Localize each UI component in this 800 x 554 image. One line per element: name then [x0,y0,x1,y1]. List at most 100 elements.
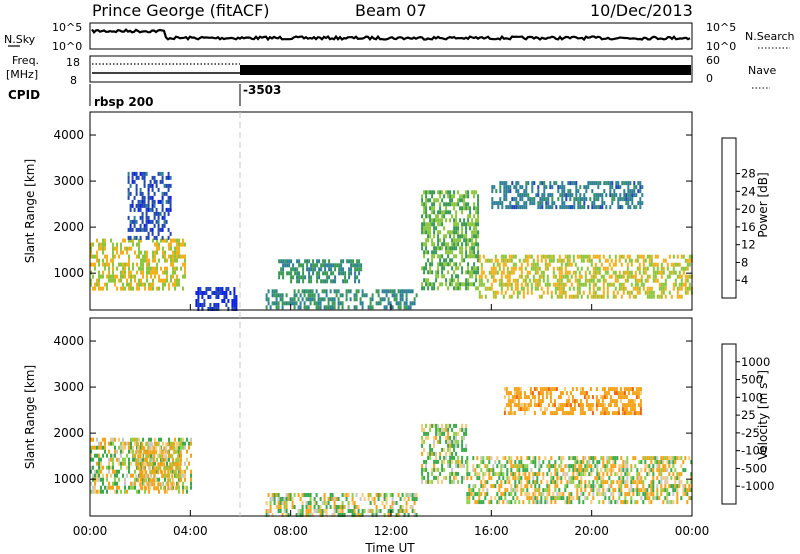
heatmap-cell [480,456,483,461]
heatmap-cell [116,473,118,478]
heatmap-cell [601,403,604,408]
heatmap-cell [548,464,551,469]
heatmap-cell [620,480,623,485]
heatmap-cell [538,282,541,287]
velocity-colorbar-label-close: ] [756,370,770,375]
heatmap-cell [578,472,581,477]
heatmap-cell [484,258,487,263]
heatmap-cell [166,258,168,263]
heatmap-cell [522,258,525,263]
heatmap-cell [506,278,509,283]
heatmap-cell [120,465,122,470]
heatmap-cell [139,207,142,212]
heatmap-cell [633,399,636,404]
heatmap-cell [151,183,154,188]
heatmap-cell [604,496,607,501]
heatmap-cell [233,307,236,311]
heatmap-cell [549,193,552,198]
heatmap-region [90,238,186,291]
heatmap-cell [353,297,356,302]
heatmap-cell [355,293,358,298]
heatmap-cell [582,472,585,477]
heatmap-cell [120,274,122,279]
heatmap-cell [147,446,150,451]
heatmap-cell [513,197,516,202]
heatmap-cell [484,274,487,279]
heatmap-cell [423,218,426,223]
heatmap-cell [529,387,532,392]
heatmap-cell [453,423,456,428]
heatmap-cell [571,411,574,416]
heatmap-cell [490,500,493,505]
heatmap-cell [519,197,522,202]
heatmap-cell [106,485,108,490]
heatmap-cell [477,230,480,235]
heatmap-cell [146,258,148,263]
heatmap-cell [140,262,142,267]
heatmap-cell [648,472,651,477]
heatmap-cell [619,395,622,400]
heatmap-cell [508,492,511,497]
heatmap-cell [143,482,146,487]
heatmap-cell [301,509,304,513]
heatmap-cell [537,189,540,194]
heatmap-cell [443,262,446,267]
heatmap-cell [281,513,284,517]
heatmap-cell [550,464,553,469]
heatmap-cell [298,271,301,276]
heatmap-cell [381,289,384,294]
heatmap-cell [391,505,394,509]
heatmap-cell [518,468,521,473]
heatmap-cell [182,242,184,247]
heatmap-cell [94,453,96,458]
heatmap-cell [494,266,497,271]
heatmap-cell [629,189,632,194]
heatmap-cell [205,291,208,295]
heatmap-cell [514,460,517,465]
heatmap-cell [154,441,156,446]
heatmap-cell [221,299,224,303]
heatmap-cell [429,190,432,195]
heatmap-cell [475,254,478,259]
heatmap-cell [650,488,653,493]
heatmap-cell [534,500,537,505]
heatmap-cell [644,456,647,461]
heatmap-cell [600,274,603,279]
colorbar-tick-label: 100 [741,390,763,404]
heatmap-cell [646,472,649,477]
heatmap-cell [617,411,620,416]
heatmap-cell [494,294,497,299]
heatmap-cell [304,275,307,280]
heatmap-cell [457,278,460,283]
heatmap-cell [355,513,358,517]
heatmap-cell [156,250,158,255]
heatmap-cell [447,435,450,440]
heatmap-cell [435,431,438,436]
heatmap-cell [431,254,434,259]
heatmap-cell [632,488,635,493]
heatmap-cell [574,294,577,299]
heatmap-cell [427,475,430,480]
heatmap-cell [439,222,442,227]
nave-tick-top: 60 [706,54,720,67]
heatmap-cell [580,484,583,489]
heatmap-cell [553,387,556,392]
heatmap-cell [178,278,180,283]
heatmap-cell [490,468,493,473]
heatmap-cell [631,411,634,416]
heatmap-cell [152,286,154,291]
heatmap-cell [523,403,526,408]
heatmap-cell [385,305,388,310]
heatmap-cell [509,403,512,408]
heatmap-cell [175,446,178,451]
heatmap-cell [225,295,228,299]
heatmap-cell [425,210,428,215]
heatmap-cell [147,187,150,192]
heatmap-cell [135,450,138,455]
heatmap-cell [602,472,605,477]
heatmap-cell [644,464,647,469]
heatmap-cell [347,501,350,505]
heatmap-cell [561,205,564,210]
heatmap-cell [176,274,178,279]
heatmap-cell [648,274,651,279]
